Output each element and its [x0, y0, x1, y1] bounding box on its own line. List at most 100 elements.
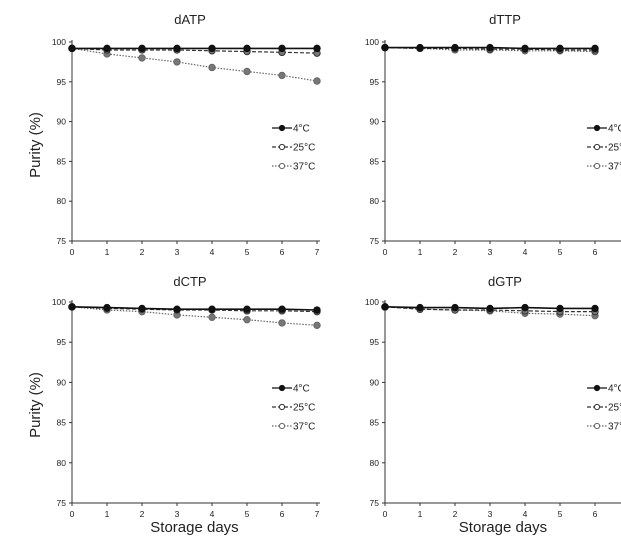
data-point: [138, 54, 146, 62]
y-tick-label: 95: [370, 77, 380, 87]
data-point: [208, 44, 216, 53]
data-point: [313, 77, 321, 85]
data-point: [243, 315, 251, 324]
legend-item: 25°C: [272, 143, 315, 154]
series-line: [71, 306, 318, 311]
legend-marker: [278, 384, 286, 392]
data-point: [173, 305, 181, 313]
y-tick-label: 80: [57, 196, 67, 206]
data-point: [243, 44, 251, 53]
legend-label: 4°C: [608, 124, 621, 135]
legend-marker: [278, 124, 286, 132]
x-tick-label: 3: [175, 509, 180, 519]
y-tick-label: 100: [52, 297, 66, 307]
data-point: [173, 58, 181, 66]
series-4C: [68, 303, 321, 314]
x-tick-label: 3: [175, 247, 180, 257]
x-axis-label: Storage days: [459, 519, 547, 536]
series-line: [71, 47, 318, 82]
x-tick-label: 3: [488, 247, 493, 257]
data-point: [173, 44, 181, 53]
legend-item: 25°C: [272, 403, 315, 414]
y-tick-label: 80: [370, 196, 380, 206]
data-point: [486, 304, 494, 313]
x-tick-label: 1: [105, 247, 110, 257]
data-point: [68, 303, 76, 311]
data-point: [591, 304, 599, 313]
data-point: [416, 303, 424, 312]
legend-label: 4°C: [293, 384, 310, 395]
y-tick-label: 85: [57, 418, 67, 428]
x-tick-label: 4: [210, 247, 215, 257]
legend-marker: [278, 162, 286, 170]
y-tick-label: 75: [370, 236, 380, 246]
x-tick-label: 0: [383, 509, 388, 519]
chart-panel-datp: dATP 75 80 85 90 95 100 0 1 2 3 4 5 6 7 Purity (%) 4°C 25…: [27, 12, 321, 257]
series-4C: [381, 303, 599, 313]
series-4C: [381, 43, 599, 53]
y-axis-label: Purity (%): [27, 112, 44, 178]
chart-title: dCTP: [173, 274, 206, 289]
legend-label: 25°C: [293, 143, 315, 154]
x-tick-label: 7: [315, 247, 320, 257]
x-tick-label: 6: [280, 509, 285, 519]
data-point: [313, 306, 321, 314]
data-point: [451, 43, 459, 52]
data-point: [278, 71, 286, 80]
legend-label: 37°C: [608, 422, 621, 433]
y-tick-label: 100: [365, 297, 379, 307]
chart-panel-dttp: dTTP 75 80 85 90 95 100 0 1 2 3 4 5 6 4°C 25°C 37°C: [365, 12, 621, 257]
data-point: [68, 44, 76, 53]
data-point: [521, 44, 529, 53]
legend-item: 37°C: [272, 162, 315, 173]
data-point: [208, 63, 216, 72]
legend-marker: [593, 143, 601, 151]
y-tick-label: 100: [52, 37, 66, 47]
legend-label: 4°C: [293, 124, 310, 135]
legend-item: 37°C: [272, 422, 315, 433]
x-tick-label: 7: [315, 509, 320, 519]
data-point: [278, 305, 286, 313]
chart-panel-dctp: dCTP 75 80 85 90 95 100 0 1 2 3 4 5 6 7 Purity (%) Stora…: [27, 274, 321, 536]
y-tick-label: 85: [370, 418, 380, 428]
data-point: [103, 303, 111, 312]
y-tick-label: 90: [57, 117, 67, 127]
x-tick-label: 1: [418, 509, 423, 519]
x-tick-label: 4: [523, 509, 528, 519]
x-tick-label: 0: [70, 247, 75, 257]
data-point: [278, 44, 286, 53]
legend-label: 25°C: [608, 143, 621, 154]
x-tick-label: 5: [558, 509, 563, 519]
legend-marker: [593, 124, 601, 132]
legend-marker: [278, 422, 286, 430]
legend-item: 4°C: [272, 124, 310, 135]
series-line: [71, 306, 318, 326]
legend-marker: [593, 162, 601, 170]
y-tick-label: 75: [57, 498, 67, 508]
data-point: [451, 303, 459, 312]
legend-marker: [278, 143, 286, 151]
x-tick-label: 6: [280, 247, 285, 257]
legend-item: 25°C: [587, 403, 621, 414]
x-tick-label: 1: [105, 509, 110, 519]
data-point: [103, 44, 111, 53]
x-tick-label: 4: [210, 509, 215, 519]
data-point: [486, 43, 494, 52]
y-tick-label: 100: [365, 37, 379, 47]
legend-marker: [593, 422, 601, 430]
y-tick-label: 75: [370, 498, 380, 508]
legend-item: 4°C: [587, 124, 621, 135]
legend-marker: [593, 403, 601, 411]
x-tick-label: 0: [383, 247, 388, 257]
x-tick-label: 4: [523, 247, 528, 257]
x-tick-label: 5: [558, 247, 563, 257]
y-tick-label: 95: [370, 337, 380, 347]
legend-label: 25°C: [293, 403, 315, 414]
y-tick-label: 80: [57, 458, 67, 468]
legend-label: 25°C: [608, 403, 621, 414]
legend-label: 37°C: [293, 422, 315, 433]
x-tick-label: 2: [453, 509, 458, 519]
series-4C: [68, 44, 321, 53]
y-axis-label: Purity (%): [27, 372, 44, 438]
